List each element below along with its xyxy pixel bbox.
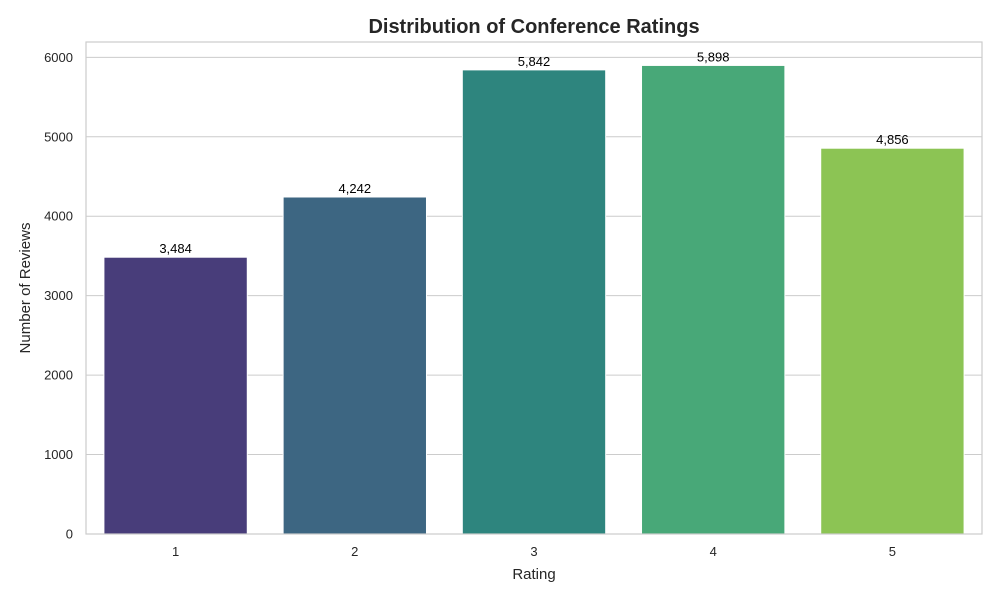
bar-rating-5 bbox=[820, 147, 965, 535]
bar-rating-4 bbox=[641, 64, 786, 535]
y-tick-label: 3000 bbox=[44, 288, 73, 303]
y-tick-label: 4000 bbox=[44, 209, 73, 224]
y-axis-label: Number of Reviews bbox=[17, 223, 34, 354]
y-tick-label: 2000 bbox=[44, 368, 73, 383]
bar-rating-2 bbox=[282, 196, 427, 535]
plot-frame bbox=[85, 41, 983, 535]
bar-rating-3 bbox=[461, 69, 607, 535]
x-tick-label: 3 bbox=[530, 544, 537, 559]
x-tick-label: 4 bbox=[710, 544, 717, 559]
y-tick-label: 5000 bbox=[44, 129, 73, 144]
data-label-rating-1: 3,484 bbox=[159, 241, 192, 256]
x-tick-label: 2 bbox=[351, 544, 358, 559]
data-label-rating-2: 4,242 bbox=[339, 181, 372, 196]
y-tick-label: 1000 bbox=[44, 447, 73, 462]
bar-rating-1 bbox=[103, 256, 248, 535]
data-label-rating-3: 5,842 bbox=[518, 54, 551, 69]
x-ticks: 1 2 3 4 5 bbox=[172, 544, 896, 559]
y-tick-label: 6000 bbox=[44, 50, 73, 65]
chart-title: Distribution of Conference Ratings bbox=[368, 16, 699, 38]
data-label-rating-4: 5,898 bbox=[697, 49, 730, 64]
x-tick-label: 1 bbox=[172, 544, 179, 559]
y-ticks: 0 1000 2000 3000 4000 5000 6000 bbox=[44, 50, 73, 542]
y-tick-label: 0 bbox=[66, 527, 73, 542]
x-tick-label: 5 bbox=[889, 544, 896, 559]
data-label-rating-5: 4,856 bbox=[876, 132, 909, 147]
data-labels: 3,484 4,242 5,842 5,898 4,856 bbox=[159, 49, 908, 256]
x-axis-label: Rating bbox=[512, 566, 555, 583]
bars bbox=[103, 64, 965, 535]
